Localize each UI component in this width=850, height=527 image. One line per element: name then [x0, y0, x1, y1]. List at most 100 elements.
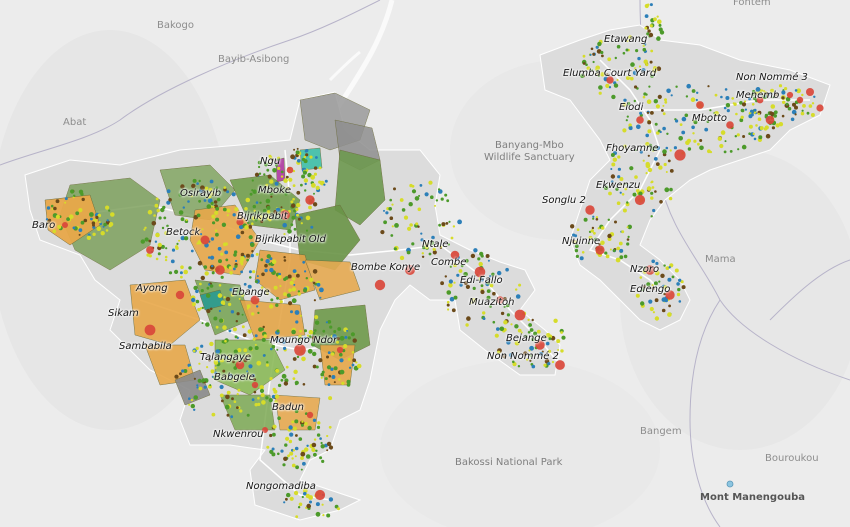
survey-point: [161, 226, 165, 230]
settlement-marker[interactable]: [636, 116, 644, 124]
survey-point: [678, 136, 683, 141]
settlement-marker[interactable]: [514, 309, 526, 321]
survey-point: [201, 228, 204, 231]
settlement-marker[interactable]: [305, 195, 315, 205]
settlement-marker[interactable]: [146, 246, 154, 254]
survey-point: [271, 259, 277, 265]
survey-point: [652, 208, 656, 213]
survey-point: [654, 298, 659, 303]
survey-point: [219, 358, 224, 363]
survey-point: [650, 111, 654, 115]
survey-point: [64, 197, 68, 201]
survey-point: [514, 340, 520, 346]
settlement-marker[interactable]: [306, 411, 314, 419]
survey-point: [659, 130, 662, 134]
survey-point: [346, 379, 351, 384]
survey-point: [296, 273, 300, 278]
settlement-marker[interactable]: [200, 235, 210, 245]
survey-point: [313, 452, 317, 457]
survey-point: [595, 68, 598, 71]
survey-point: [333, 330, 337, 333]
survey-point: [681, 130, 686, 135]
settlement-marker[interactable]: [314, 489, 326, 501]
survey-point: [315, 185, 320, 190]
settlement-marker[interactable]: [236, 218, 244, 226]
survey-point: [518, 283, 522, 287]
settlement-marker[interactable]: [786, 91, 794, 99]
settlement-marker[interactable]: [606, 76, 614, 84]
settlement-marker[interactable]: [144, 324, 156, 336]
settlement-marker[interactable]: [696, 101, 704, 109]
survey-point: [247, 221, 250, 224]
survey-point: [465, 284, 470, 289]
survey-point: [272, 168, 277, 173]
settlement-marker[interactable]: [595, 245, 605, 255]
survey-point: [273, 210, 278, 214]
survey-point: [808, 104, 813, 108]
survey-point: [500, 311, 505, 316]
survey-point: [595, 218, 599, 221]
settlement-marker[interactable]: [816, 104, 824, 112]
settlement-marker[interactable]: [235, 360, 245, 370]
survey-point: [351, 351, 355, 354]
settlement-marker[interactable]: [806, 88, 814, 96]
survey-point: [603, 185, 609, 190]
settlement-marker[interactable]: [756, 96, 764, 104]
settlement-marker[interactable]: [251, 381, 259, 389]
settlement-marker[interactable]: [645, 265, 655, 275]
settlement-marker[interactable]: [535, 340, 545, 350]
survey-point: [628, 123, 632, 127]
survey-point: [196, 242, 199, 245]
settlement-marker[interactable]: [726, 121, 734, 129]
survey-point: [219, 393, 224, 398]
survey-point: [617, 155, 621, 159]
settlement-marker[interactable]: [450, 250, 460, 260]
survey-point: [301, 495, 304, 499]
survey-point: [714, 93, 718, 97]
survey-point: [430, 195, 434, 199]
survey-point: [272, 387, 276, 392]
settlement-marker[interactable]: [674, 149, 686, 161]
survey-point: [283, 233, 286, 236]
settlement-marker[interactable]: [62, 222, 68, 228]
survey-point: [214, 366, 217, 369]
settlement-marker[interactable]: [796, 96, 804, 104]
survey-point: [198, 386, 203, 391]
settlement-marker[interactable]: [765, 115, 775, 125]
settlement-marker[interactable]: [280, 210, 290, 220]
settlement-marker[interactable]: [374, 279, 386, 291]
survey-point: [269, 179, 274, 184]
survey-point: [246, 258, 249, 262]
settlement-marker[interactable]: [175, 290, 185, 300]
survey-point: [213, 375, 217, 380]
survey-point: [266, 168, 270, 172]
settlement-marker[interactable]: [250, 295, 260, 305]
settlement-marker[interactable]: [555, 360, 565, 370]
settlement-marker[interactable]: [474, 266, 486, 278]
survey-point: [280, 170, 284, 174]
settlement-marker[interactable]: [294, 344, 306, 356]
survey-point: [216, 197, 221, 202]
survey-point: [179, 271, 183, 275]
settlement-marker[interactable]: [262, 427, 268, 433]
survey-point: [755, 91, 759, 95]
settlement-marker[interactable]: [405, 265, 415, 275]
settlement-marker[interactable]: [215, 265, 225, 275]
survey-point: [279, 300, 283, 304]
survey-point: [593, 231, 596, 235]
survey-point: [90, 217, 93, 221]
survey-point: [473, 248, 478, 253]
settlement-marker[interactable]: [665, 290, 675, 300]
settlement-marker[interactable]: [286, 166, 294, 174]
survey-point: [560, 331, 563, 334]
settlement-marker[interactable]: [336, 346, 344, 354]
survey-point: [171, 248, 176, 252]
settlement-marker[interactable]: [585, 205, 595, 215]
settlement-marker[interactable]: [496, 296, 504, 304]
settlement-marker[interactable]: [634, 194, 646, 206]
survey-point: [204, 271, 209, 276]
survey-point: [339, 358, 344, 363]
survey-point: [465, 323, 469, 327]
survey-point: [181, 369, 185, 373]
